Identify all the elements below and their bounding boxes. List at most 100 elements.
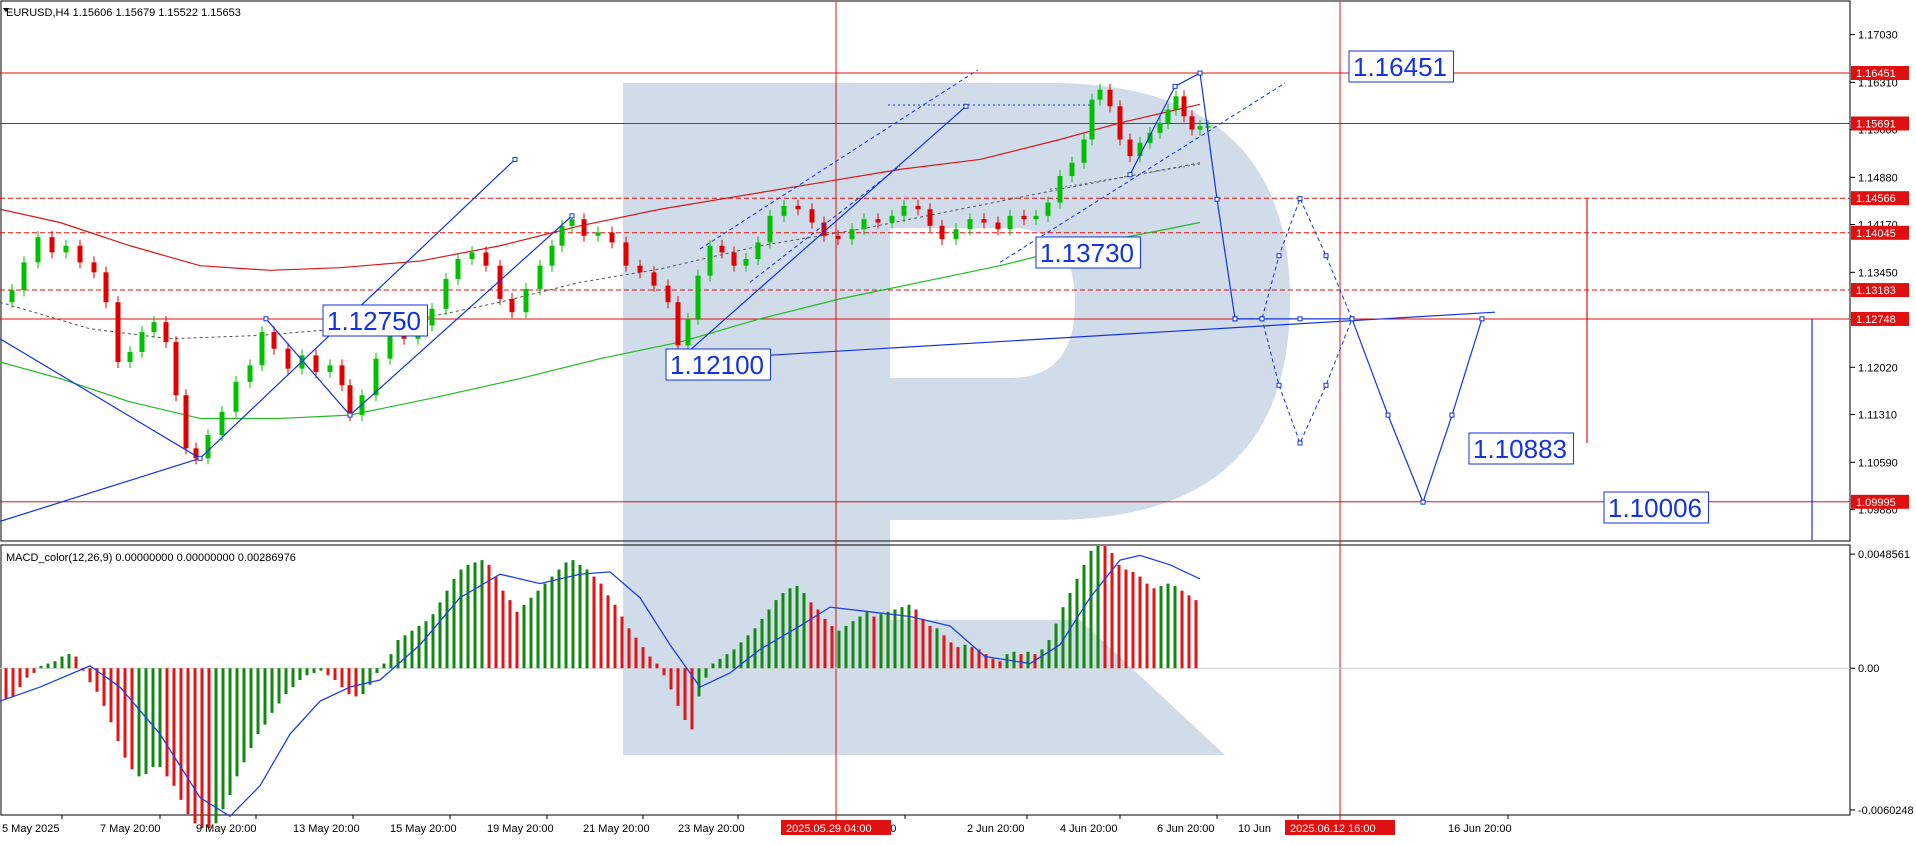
macd-bar[interactable] [123,668,127,758]
macd-bar[interactable] [32,668,36,673]
candle-body[interactable] [327,365,333,372]
candle-body[interactable] [685,318,691,346]
candle-body[interactable] [313,355,319,372]
candle-body[interactable] [595,232,601,236]
candle-body[interactable] [1089,99,1095,140]
candle-body[interactable] [443,278,449,309]
candle-body[interactable] [1033,215,1039,220]
forecast-handle[interactable] [1385,412,1391,418]
macd-bar[interactable] [872,616,876,669]
macd-bar[interactable] [620,616,624,669]
macd-bar[interactable] [725,654,729,669]
price-annotation[interactable]: 1.12750 [322,304,428,337]
macd-bar[interactable] [165,668,169,777]
candle-body[interactable] [127,352,133,362]
candle-body[interactable] [967,219,973,230]
candle-body[interactable] [781,205,787,216]
macd-bar[interactable] [865,611,869,669]
candle-body[interactable] [387,328,393,359]
macd-bar[interactable] [550,576,554,669]
macd-bar[interactable] [1047,640,1051,669]
macd-bar[interactable] [473,562,477,669]
macd-bar[interactable] [697,668,701,697]
macd-bar[interactable] [928,625,932,669]
macd-bar[interactable] [781,593,785,669]
macd-bar[interactable] [970,647,974,669]
macd-bar[interactable] [837,630,841,669]
macd-bar[interactable] [648,656,652,669]
macd-bar[interactable] [669,668,673,690]
macd-bar[interactable] [571,560,575,669]
candle-body[interactable] [1057,176,1063,203]
candle-body[interactable] [755,242,761,260]
macd-bar[interactable] [284,668,288,695]
candle-body[interactable] [1181,96,1187,117]
forecast-handle[interactable] [1197,70,1203,76]
candle-body[interactable] [1127,139,1133,157]
macd-bar[interactable] [515,611,519,669]
candle-body[interactable] [35,237,41,263]
candle-body[interactable] [1117,106,1123,140]
price-annotation[interactable]: 1.13730 [1035,236,1141,269]
macd-bar[interactable] [585,569,589,669]
macd-bar[interactable] [718,658,722,669]
candle-body[interactable] [707,245,713,276]
macd-bar[interactable] [634,637,638,669]
macd-bar[interactable] [732,649,736,669]
macd-bar[interactable] [480,560,484,669]
macd-bar[interactable] [886,611,890,669]
macd-bar[interactable] [228,668,232,796]
candle-body[interactable] [767,215,773,243]
candle-body[interactable] [889,215,895,223]
candle-body[interactable] [163,322,169,343]
macd-bar[interactable] [1082,564,1086,669]
forecast-handle[interactable] [1276,253,1282,259]
macd-bar[interactable] [494,576,498,669]
candle-body[interactable] [695,275,701,319]
candle-body[interactable] [927,209,933,226]
macd-bar[interactable] [67,654,71,669]
macd-bar[interactable] [25,668,29,678]
macd-bar[interactable] [788,588,792,669]
macd-bar[interactable] [606,595,610,669]
candle-body[interactable] [719,245,725,253]
candle-body[interactable] [581,219,587,236]
macd-bar[interactable] [1187,595,1191,669]
macd-panel[interactable] [0,546,1850,829]
macd-bar[interactable] [410,630,414,669]
macd-bar[interactable] [403,635,407,669]
macd-bar[interactable] [529,597,533,669]
macd-bar[interactable] [956,647,960,669]
macd-bar[interactable] [739,642,743,669]
candle-body[interactable] [1173,96,1179,110]
forecast-handle[interactable] [1323,382,1329,388]
macd-bar[interactable] [1040,649,1044,669]
macd-bar[interactable] [144,668,148,775]
macd-bar[interactable] [74,656,78,669]
candle-body[interactable] [875,219,881,223]
macd-bar[interactable] [676,668,680,706]
macd-bar[interactable] [18,668,22,688]
candle-body[interactable] [21,262,27,291]
candle-body[interactable] [271,332,277,349]
macd-bar[interactable] [39,665,43,669]
forecast-handle[interactable] [347,412,353,418]
macd-bar[interactable] [627,628,631,669]
price-panel[interactable]: 1.16451 1.13730 1.12750 1.12100 1.10883 1.100… [0,2,1850,830]
candle-body[interactable] [151,322,157,333]
forecast-handle[interactable] [569,213,575,219]
macd-bar[interactable] [130,668,134,770]
macd-bar[interactable] [578,564,582,669]
candle-body[interactable] [809,209,815,223]
candle-body[interactable] [49,237,55,253]
candle-body[interactable] [523,288,529,313]
candle-body[interactable] [1107,89,1113,107]
macd-bar[interactable] [438,602,442,669]
candle-body[interactable] [9,290,15,303]
macd-bar[interactable] [1180,590,1184,669]
forecast-handle[interactable] [1479,316,1485,322]
macd-bar[interactable] [354,668,358,697]
candle-body[interactable] [743,259,749,266]
macd-bar[interactable] [809,602,813,669]
